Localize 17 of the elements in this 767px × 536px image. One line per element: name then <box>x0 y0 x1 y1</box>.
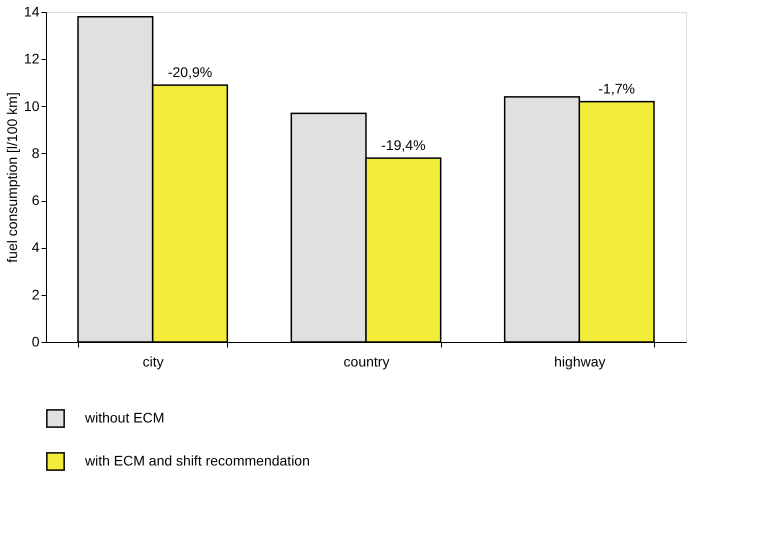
annotation: -1,7% <box>598 80 635 97</box>
y-tick-label: 6 <box>32 192 40 208</box>
y-tick-label: 8 <box>32 144 40 161</box>
x-tick-label: city <box>142 354 164 370</box>
y-tick-label: 2 <box>32 286 40 302</box>
legend-label: with ECM and shift recommendation <box>84 452 310 468</box>
annotation: -20,9% <box>168 64 212 80</box>
y-tick-label: 0 <box>32 334 40 350</box>
y-axis-title: fuel consumption [l/100 km] <box>4 92 20 263</box>
x-tick-label: highway <box>554 354 606 370</box>
x-tick-label: country <box>344 354 390 370</box>
y-tick-label: 4 <box>32 239 40 256</box>
y-tick-label: 14 <box>24 4 40 20</box>
legend-label: without ECM <box>84 410 164 426</box>
y-tick-label: 12 <box>24 50 40 67</box>
annotation: -19,4% <box>381 137 426 154</box>
y-tick-label: 10 <box>24 98 40 114</box>
